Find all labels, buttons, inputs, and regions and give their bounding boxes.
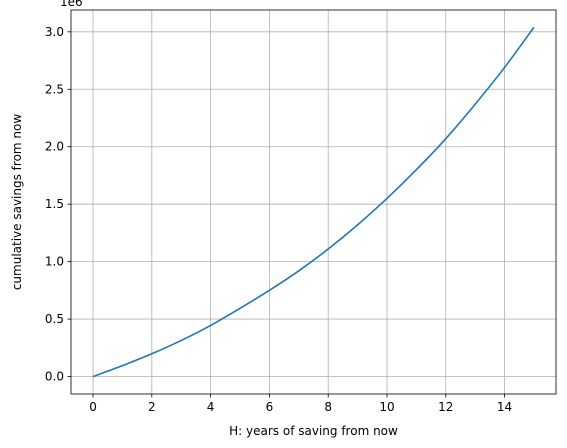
y-tick-label: 2.5	[45, 82, 64, 96]
x-tick-label: 6	[266, 400, 274, 414]
y-axis-label: cumulative savings from now	[10, 114, 24, 291]
grid	[71, 10, 556, 394]
x-tick-label: 12	[438, 400, 453, 414]
y-tick-label: 1.0	[45, 255, 64, 269]
y-tick-label: 2.0	[45, 140, 64, 154]
y-tick-label: 0.5	[45, 312, 64, 326]
x-tick-label: 4	[207, 400, 215, 414]
y-tick-label: 1.5	[45, 197, 64, 211]
x-axis-ticks: 0 2 4 6 8 10 12 14	[89, 394, 512, 414]
x-tick-label: 2	[148, 400, 156, 414]
plot-frame	[70, 9, 557, 395]
y-axis-ticks: 0.0 0.5 1.0 1.5 2.0 2.5 3.0	[45, 25, 71, 384]
x-tick-label: 0	[89, 400, 97, 414]
series-line	[92, 26, 535, 378]
series-layer	[92, 26, 535, 378]
x-tick-label: 14	[497, 400, 512, 414]
y-tick-label: 0.0	[45, 370, 64, 384]
x-tick-label: 8	[324, 400, 332, 414]
y-tick-label: 3.0	[45, 25, 64, 39]
y-axis-offset-text: 1e6	[60, 0, 83, 9]
x-axis-label: H: years of saving from now	[229, 424, 398, 438]
x-tick-label: 10	[379, 400, 394, 414]
